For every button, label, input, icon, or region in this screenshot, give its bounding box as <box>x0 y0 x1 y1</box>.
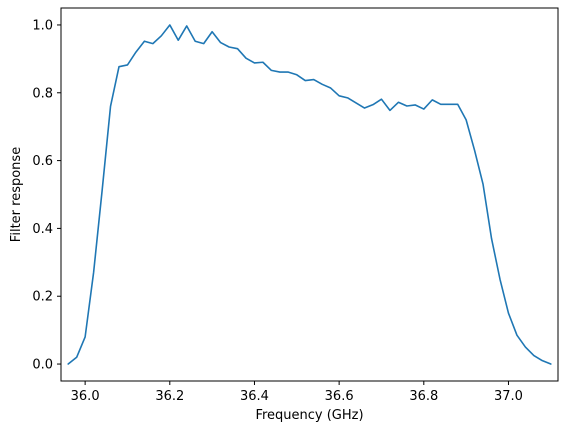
x-tick-label: 36.2 <box>155 389 184 404</box>
x-tick-label: 36.0 <box>71 389 100 404</box>
y-tick-label: 0.0 <box>32 358 53 373</box>
y-axis-label: Filter response <box>9 147 24 242</box>
y-tick-label: 0.6 <box>32 154 53 169</box>
y-axis-ticks: 0.0 0.2 0.4 0.6 0.8 1.0 <box>32 18 61 373</box>
x-tick-label: 37.0 <box>494 389 523 404</box>
x-tick-label: 36.6 <box>325 389 354 404</box>
x-tick-label: 36.4 <box>240 389 269 404</box>
series-line <box>67 24 552 365</box>
y-tick-label: 0.4 <box>32 222 53 237</box>
plot-area <box>61 8 558 381</box>
y-tick-label: 0.8 <box>32 86 53 101</box>
y-tick-label: 1.0 <box>32 18 53 33</box>
y-tick-label: 0.2 <box>32 290 53 305</box>
axes-frame <box>60 7 559 382</box>
x-axis-ticks: 36.0 36.2 36.4 36.6 36.8 37.0 <box>71 381 523 404</box>
x-axis-label: Frequency (GHz) <box>255 408 363 423</box>
x-tick-label: 36.8 <box>409 389 438 404</box>
